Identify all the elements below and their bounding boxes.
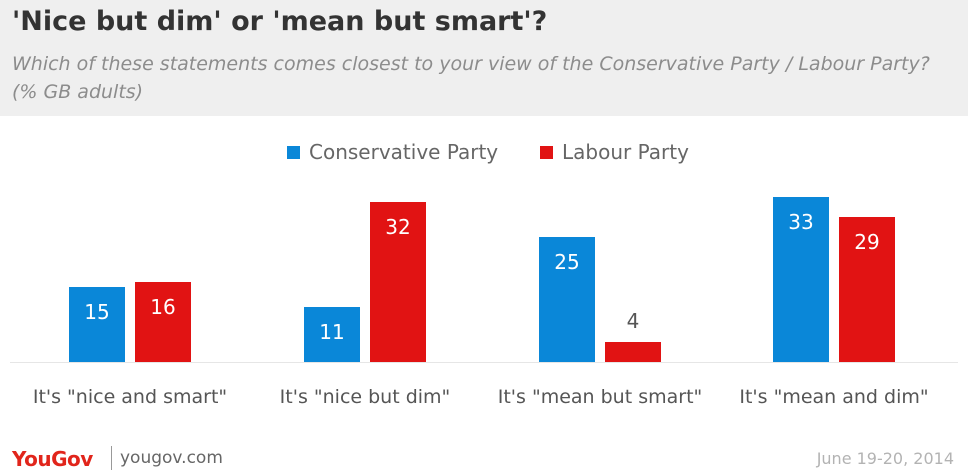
bar-labour-4 — [839, 217, 895, 362]
bar-conservative-2 — [304, 307, 360, 362]
legend-swatch-labour — [540, 145, 553, 159]
footer-divider — [111, 446, 112, 470]
chart-title: 'Nice but dim' or 'mean but smart'? — [12, 6, 548, 37]
category-label-3: It's "mean but smart" — [498, 386, 703, 408]
data-label-labour-4: 29 — [854, 230, 879, 254]
category-label-2: It's "nice but dim" — [280, 386, 451, 408]
footer: YouGov yougov.com June 19-20, 2014 — [0, 440, 968, 475]
header: 'Nice but dim' or 'mean but smart'? Whic… — [0, 0, 968, 116]
legend: Conservative Party Labour Party — [0, 140, 968, 166]
bar-labour-1 — [135, 282, 191, 362]
legend-label-labour: Labour Party — [562, 140, 689, 164]
legend-item-labour: Labour Party — [540, 140, 689, 164]
bar-labour-2 — [370, 202, 426, 362]
data-label-conservative-1: 15 — [84, 300, 109, 324]
data-label-conservative-3: 25 — [554, 250, 579, 274]
data-label-labour-2: 32 — [385, 215, 410, 239]
bar-conservative-4 — [773, 197, 829, 362]
bar-conservative-1 — [69, 287, 125, 362]
legend-label-conservative: Conservative Party — [309, 140, 499, 164]
data-label-conservative-4: 33 — [788, 210, 813, 234]
survey-date: June 19-20, 2014 — [816, 449, 954, 468]
legend-item-conservative: Conservative Party — [287, 140, 498, 164]
category-label-1: It's "nice and smart" — [33, 386, 227, 408]
data-label-labour-1: 16 — [150, 295, 175, 319]
legend-swatch-conservative — [287, 145, 300, 159]
yougov-logo: YouGov — [12, 447, 93, 471]
bar-conservative-3 — [539, 237, 595, 362]
category-label-4: It's "mean and dim" — [739, 386, 928, 408]
data-label-conservative-2: 11 — [319, 320, 344, 344]
bar-chart: 15 16 It's "nice and smart" 11 32 It's "nice … — [10, 197, 958, 408]
chart-subtitle: Which of these statements comes closest … — [12, 53, 930, 103]
footer-url: yougov.com — [120, 448, 223, 468]
data-label-labour-3: 4 — [627, 309, 640, 333]
bar-labour-3 — [605, 342, 661, 362]
